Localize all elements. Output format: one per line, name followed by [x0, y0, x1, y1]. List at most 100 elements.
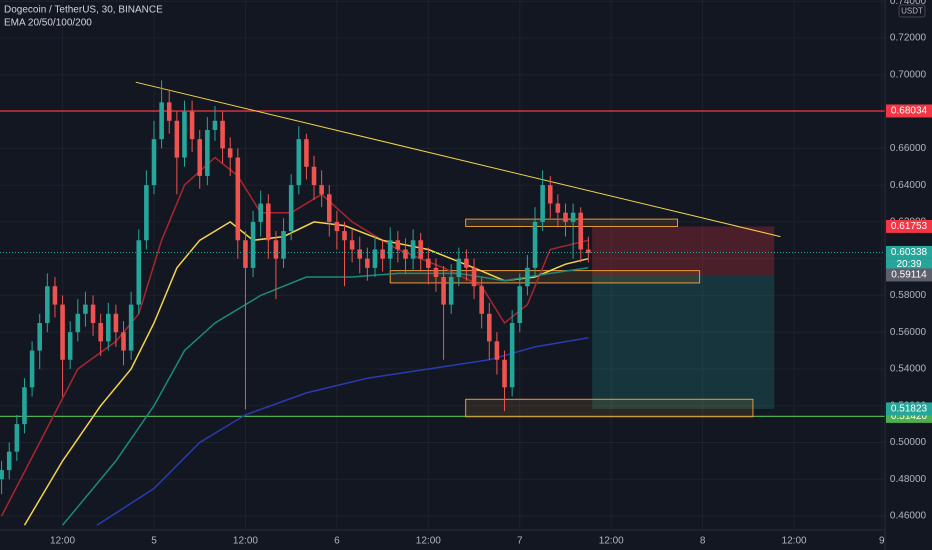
x-tick-label: 5 — [151, 536, 157, 547]
candle-body — [326, 194, 332, 222]
candle-body — [113, 313, 119, 333]
candle-body — [456, 258, 462, 278]
candle-body — [410, 240, 416, 259]
price-label: 0.68034 — [891, 106, 928, 117]
candle-body — [418, 240, 423, 259]
y-tick-label: 0.70000 — [890, 69, 927, 80]
y-tick-label: 0.72000 — [890, 33, 927, 44]
y-tick-label: 0.66000 — [890, 143, 927, 154]
candle-body — [29, 350, 35, 388]
candle-body — [159, 102, 164, 140]
candle-body — [197, 139, 203, 176]
countdown-bg — [886, 258, 932, 270]
x-tick-label: 12:00 — [233, 536, 258, 547]
candle-body — [144, 185, 149, 241]
x-tick-label: 12:00 — [50, 536, 75, 547]
candle-body — [563, 212, 568, 222]
candle-body — [45, 286, 50, 324]
price-label-bg — [886, 104, 932, 118]
candle-body — [121, 332, 126, 351]
candle-body — [540, 185, 545, 222]
candle-body — [555, 203, 561, 213]
candle-body — [281, 231, 286, 259]
candle-body — [494, 341, 500, 360]
candle-body — [578, 212, 584, 250]
x-tick-label: 12:00 — [782, 536, 807, 547]
currency-label[interactable]: USDT — [901, 7, 923, 16]
stop-zone — [592, 226, 775, 275]
y-tick-label: 0.58000 — [890, 290, 927, 301]
candle-body — [0, 470, 4, 480]
candle-body — [205, 129, 210, 176]
indicator-name: EMA 20/50/100/200 — [4, 18, 92, 29]
candle-body — [235, 157, 241, 241]
candle-body — [433, 267, 439, 278]
candle-body — [441, 277, 446, 305]
candle-body — [426, 258, 431, 268]
price-label-bg — [886, 402, 932, 416]
candle-body — [403, 249, 408, 259]
price-label-bg — [886, 219, 932, 233]
candle-body — [509, 323, 515, 388]
candle-body — [266, 203, 271, 241]
price-label: 0.59114 — [891, 270, 927, 281]
candle-body — [372, 249, 378, 268]
y-tick-label: 0.46000 — [890, 511, 927, 522]
candle-body — [250, 221, 256, 268]
trend-line — [135, 81, 781, 238]
y-tick-label: 0.50000 — [890, 437, 927, 448]
x-tick-label: 6 — [334, 536, 340, 547]
candle-body — [349, 240, 355, 250]
candle-body — [532, 221, 538, 268]
candle-body — [479, 286, 484, 314]
countdown: 20:39 — [896, 259, 921, 270]
currency-badge[interactable] — [898, 4, 926, 18]
candle-body — [174, 120, 180, 158]
candle-body — [151, 139, 157, 186]
candle-body — [311, 166, 317, 186]
candle-body — [357, 249, 363, 259]
candle-body — [288, 185, 294, 232]
candle-body — [90, 304, 96, 324]
candle-body — [14, 424, 20, 452]
candle-body — [67, 332, 73, 360]
y-tick-label: 0.74000 — [890, 0, 927, 7]
candle-body — [570, 212, 576, 222]
price-label: 0.51420 — [891, 411, 928, 422]
plot-area — [0, 80, 885, 526]
candle-body — [304, 139, 309, 167]
candle-body — [448, 277, 454, 305]
candle-body — [502, 359, 507, 388]
y-tick-label: 0.64000 — [890, 180, 927, 191]
candle-body — [227, 148, 233, 158]
candle-body — [319, 185, 324, 195]
candle-body — [37, 323, 42, 351]
price-label-bg — [886, 268, 932, 282]
candle-body — [395, 240, 401, 250]
chart-title: Dogecoin / TetherUS, 30, BINANCE — [4, 5, 163, 16]
candle-body — [258, 203, 263, 222]
x-tick-label: 8 — [700, 536, 706, 547]
candle-body — [166, 102, 172, 121]
axes: 0.460000.480000.500000.520000.540000.560… — [50, 0, 932, 547]
candle-body — [128, 304, 134, 351]
x-tick-label: 12:00 — [599, 536, 624, 547]
y-tick-label: 0.56000 — [890, 327, 927, 338]
candle-body — [243, 240, 248, 268]
candle-body — [517, 286, 523, 324]
candle-body — [296, 139, 302, 186]
target-zone — [592, 274, 775, 409]
candle-body — [182, 111, 187, 158]
candle-body — [75, 313, 81, 333]
price-label-bg — [886, 245, 932, 259]
candle-body — [547, 185, 553, 204]
candle-body — [334, 221, 340, 232]
x-tick-label: 9 — [879, 536, 885, 547]
price-label: 0.60338 — [891, 247, 928, 258]
candle-body — [586, 249, 591, 254]
candle-body — [189, 111, 195, 140]
price-label: 0.61753 — [891, 221, 928, 232]
candle-body — [83, 304, 88, 314]
candle-body — [60, 304, 65, 360]
